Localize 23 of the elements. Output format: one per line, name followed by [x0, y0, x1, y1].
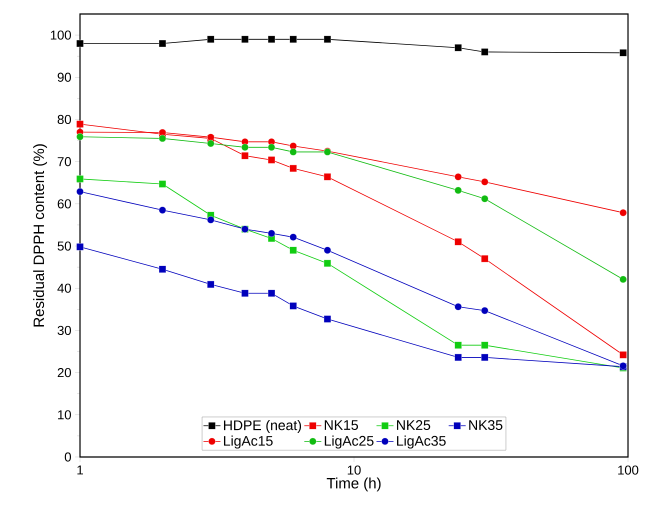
y-tick-label: 60: [58, 199, 71, 208]
x-tick-label: 1: [77, 466, 83, 474]
legend-label: NK35: [469, 420, 502, 430]
y-tick-label: 90: [58, 72, 71, 82]
legend-label: HDPE (neat): [224, 420, 302, 433]
y-axis-title: Residual DPPH content (%): [33, 144, 48, 326]
y-tick-label: 40: [57, 284, 71, 293]
legend-label: LigAc15: [224, 436, 273, 449]
y-tick-label: 30: [58, 326, 71, 335]
y-tick-label: 10: [58, 410, 71, 420]
y-tick-label: 50: [58, 241, 71, 251]
y-tick-label: 80: [58, 114, 71, 124]
x-axis-title: Time (h): [326, 478, 381, 492]
y-tick-label: 20: [58, 368, 71, 378]
y-tick-label: 0: [64, 452, 71, 462]
legend-label: NK25: [397, 420, 430, 430]
y-tick-label: 100: [50, 30, 71, 40]
x-tick-label: 10: [348, 466, 361, 475]
x-tick-label: 100: [618, 466, 638, 475]
y-tick-label: 70: [58, 157, 71, 166]
legend-label: LigAc35: [397, 436, 446, 449]
legend-label: NK15: [324, 420, 358, 430]
legend-label: LigAc25: [324, 436, 374, 449]
